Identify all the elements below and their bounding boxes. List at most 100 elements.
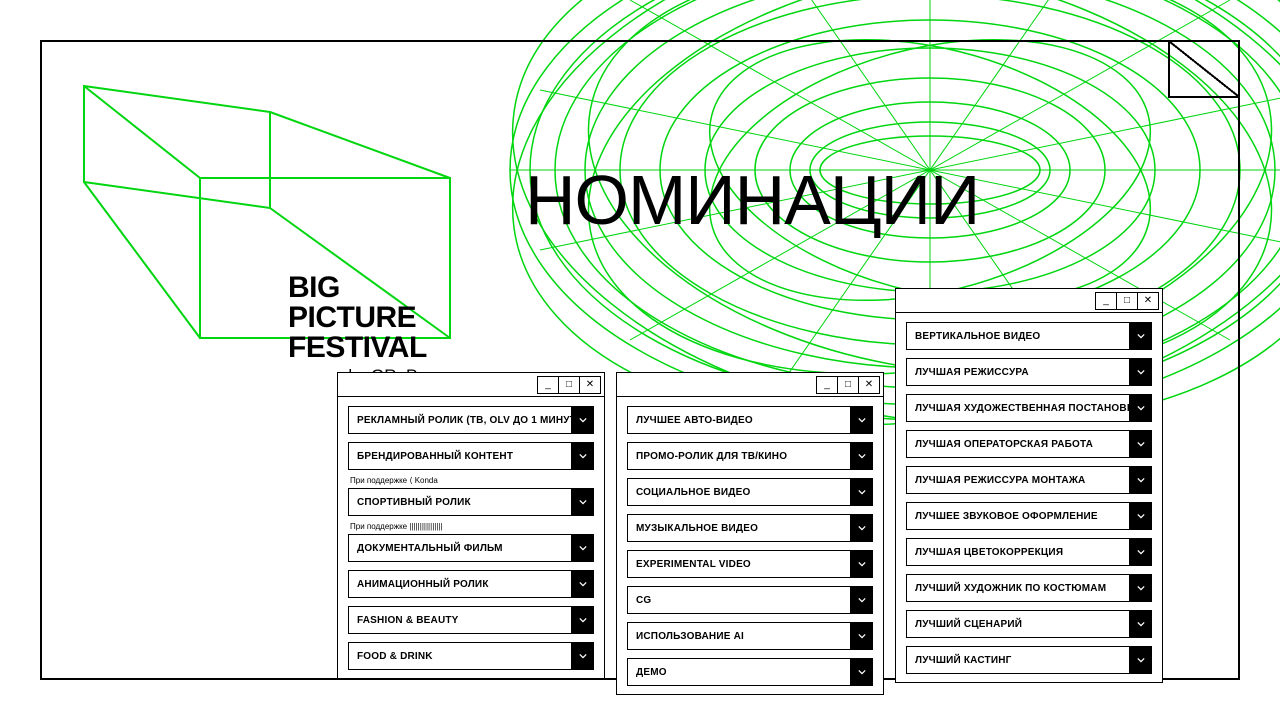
nomination-row[interactable]: ИСПОЛЬЗОВАНИЕ AI — [627, 622, 873, 650]
nomination-row[interactable]: ЛУЧШАЯ ЦВЕТОКОРРЕКЦИЯ — [906, 538, 1152, 566]
chevron-down-icon[interactable] — [1130, 430, 1152, 458]
nomination-label: ЛУЧШИЙ СЦЕНАРИЙ — [906, 610, 1130, 638]
nomination-label: РЕКЛАМНЫЙ РОЛИК (ТВ, OLV ДО 1 МИНУТЫ) — [348, 406, 572, 434]
support-note: При поддержке ⟨ Konda — [348, 476, 594, 485]
logo-line1: BIG — [288, 273, 427, 303]
nomination-row[interactable]: СПОРТИВНЫЙ РОЛИК — [348, 488, 594, 516]
panel-1-titlebar: _ □ ✕ — [338, 373, 604, 397]
panel-2-titlebar: _ □ ✕ — [617, 373, 883, 397]
nomination-row[interactable]: ПРОМО-РОЛИК ДЛЯ ТВ/КИНО — [627, 442, 873, 470]
nomination-label: ИСПОЛЬЗОВАНИЕ AI — [627, 622, 851, 650]
close-button[interactable]: ✕ — [858, 376, 880, 394]
nomination-label: БРЕНДИРОВАННЫЙ КОНТЕНТ — [348, 442, 572, 470]
chevron-down-icon[interactable] — [572, 534, 594, 562]
nomination-label: FOOD & DRINK — [348, 642, 572, 670]
panel-1-body: РЕКЛАМНЫЙ РОЛИК (ТВ, OLV ДО 1 МИНУТЫ) БР… — [338, 397, 604, 670]
chevron-down-icon[interactable] — [572, 606, 594, 634]
chevron-down-icon[interactable] — [1130, 538, 1152, 566]
chevron-down-icon[interactable] — [851, 586, 873, 614]
nomination-label: ЛУЧШИЙ КАСТИНГ — [906, 646, 1130, 674]
chevron-down-icon[interactable] — [851, 622, 873, 650]
chevron-down-icon[interactable] — [572, 570, 594, 598]
panel-column-1: _ □ ✕ РЕКЛАМНЫЙ РОЛИК (ТВ, OLV ДО 1 МИНУ… — [337, 372, 605, 679]
close-button[interactable]: ✕ — [579, 376, 601, 394]
nomination-row[interactable]: ЛУЧШЕЕ ЗВУКОВОЕ ОФОРМЛЕНИЕ — [906, 502, 1152, 530]
chevron-down-icon[interactable] — [851, 442, 873, 470]
chevron-down-icon[interactable] — [851, 514, 873, 542]
minimize-button[interactable]: _ — [1095, 292, 1117, 310]
chevron-down-icon[interactable] — [851, 478, 873, 506]
maximize-button[interactable]: □ — [1116, 292, 1138, 310]
chevron-down-icon[interactable] — [572, 642, 594, 670]
page-title: НОМИНАЦИИ — [525, 160, 979, 240]
nomination-row[interactable]: СОЦИАЛЬНОЕ ВИДЕО — [627, 478, 873, 506]
nomination-row[interactable]: ЛУЧШАЯ ХУДОЖЕСТВЕННАЯ ПОСТАНОВКА — [906, 394, 1152, 422]
corner-decoration — [1168, 42, 1238, 98]
nomination-row[interactable]: РЕКЛАМНЫЙ РОЛИК (ТВ, OLV ДО 1 МИНУТЫ) — [348, 406, 594, 434]
maximize-button[interactable]: □ — [558, 376, 580, 394]
nomination-row[interactable]: ЛУЧШАЯ ОПЕРАТОРСКАЯ РАБОТА — [906, 430, 1152, 458]
chevron-down-icon[interactable] — [1130, 574, 1152, 602]
nomination-row[interactable]: ЛУЧШАЯ РЕЖИССУРА — [906, 358, 1152, 386]
nomination-label: FASHION & BEAUTY — [348, 606, 572, 634]
nomination-row[interactable]: МУЗЫКАЛЬНОЕ ВИДЕО — [627, 514, 873, 542]
nomination-row[interactable]: ВЕРТИКАЛЬНОЕ ВИДЕО — [906, 322, 1152, 350]
chevron-down-icon[interactable] — [851, 658, 873, 686]
chevron-down-icon[interactable] — [1130, 358, 1152, 386]
nomination-label: CG — [627, 586, 851, 614]
chevron-down-icon[interactable] — [1130, 466, 1152, 494]
minimize-button[interactable]: _ — [537, 376, 559, 394]
close-button[interactable]: ✕ — [1137, 292, 1159, 310]
nomination-label: ЛУЧШАЯ РЕЖИССУРА МОНТАЖА — [906, 466, 1130, 494]
panel-column-3: _ □ ✕ ВЕРТИКАЛЬНОЕ ВИДЕО ЛУЧШАЯ РЕЖИССУР… — [895, 288, 1163, 683]
nomination-label: ЛУЧШАЯ ОПЕРАТОРСКАЯ РАБОТА — [906, 430, 1130, 458]
nomination-row[interactable]: EXPERIMENTAL VIDEO — [627, 550, 873, 578]
nomination-label: МУЗЫКАЛЬНОЕ ВИДЕО — [627, 514, 851, 542]
logo-text: BIG PICTURE FESTIVAL by GRaPe — [288, 273, 427, 384]
logo-block: BIG PICTURE FESTIVAL by GRaPe — [70, 78, 470, 358]
chevron-down-icon[interactable] — [1130, 610, 1152, 638]
nomination-row[interactable]: ЛУЧШИЙ СЦЕНАРИЙ — [906, 610, 1152, 638]
nomination-label: ВЕРТИКАЛЬНОЕ ВИДЕО — [906, 322, 1130, 350]
nomination-row[interactable]: АНИМАЦИОННЫЙ РОЛИК — [348, 570, 594, 598]
nomination-row[interactable]: БРЕНДИРОВАННЫЙ КОНТЕНТ — [348, 442, 594, 470]
nomination-row[interactable]: ЛУЧШИЙ КАСТИНГ — [906, 646, 1152, 674]
chevron-down-icon[interactable] — [1130, 322, 1152, 350]
chevron-down-icon[interactable] — [1130, 394, 1152, 422]
chevron-down-icon[interactable] — [572, 488, 594, 516]
minimize-button[interactable]: _ — [816, 376, 838, 394]
nomination-label: ЛУЧШЕЕ ЗВУКОВОЕ ОФОРМЛЕНИЕ — [906, 502, 1130, 530]
chevron-down-icon[interactable] — [851, 550, 873, 578]
nomination-row[interactable]: ЛУЧШАЯ РЕЖИССУРА МОНТАЖА — [906, 466, 1152, 494]
maximize-button[interactable]: □ — [837, 376, 859, 394]
nomination-row[interactable]: CG — [627, 586, 873, 614]
nomination-label: ЛУЧШИЙ ХУДОЖНИК ПО КОСТЮМАМ — [906, 574, 1130, 602]
nomination-row[interactable]: ДОКУМЕНТАЛЬНЫЙ ФИЛЬМ — [348, 534, 594, 562]
logo-line2: PICTURE — [288, 303, 427, 333]
nomination-row[interactable]: ДЕМО — [627, 658, 873, 686]
chevron-down-icon[interactable] — [1130, 646, 1152, 674]
nomination-label: ДОКУМЕНТАЛЬНЫЙ ФИЛЬМ — [348, 534, 572, 562]
nomination-row[interactable]: ЛУЧШИЙ ХУДОЖНИК ПО КОСТЮМАМ — [906, 574, 1152, 602]
chevron-down-icon[interactable] — [1130, 502, 1152, 530]
nomination-row[interactable]: FASHION & BEAUTY — [348, 606, 594, 634]
nomination-row[interactable]: FOOD & DRINK — [348, 642, 594, 670]
nomination-label: ЛУЧШАЯ РЕЖИССУРА — [906, 358, 1130, 386]
nomination-label: EXPERIMENTAL VIDEO — [627, 550, 851, 578]
nomination-label: ЛУЧШАЯ ХУДОЖЕСТВЕННАЯ ПОСТАНОВКА — [906, 394, 1130, 422]
nomination-label: ЛУЧШАЯ ЦВЕТОКОРРЕКЦИЯ — [906, 538, 1130, 566]
nomination-label: СОЦИАЛЬНОЕ ВИДЕО — [627, 478, 851, 506]
support-note: При поддержке |||||||||||||||| — [348, 522, 594, 531]
chevron-down-icon[interactable] — [572, 442, 594, 470]
nomination-label: ДЕМО — [627, 658, 851, 686]
nomination-label: ЛУЧШЕЕ АВТО-ВИДЕО — [627, 406, 851, 434]
logo-line3: FESTIVAL — [288, 333, 427, 363]
panel-column-2: _ □ ✕ ЛУЧШЕЕ АВТО-ВИДЕО ПРОМО-РОЛИК ДЛЯ … — [616, 372, 884, 695]
nomination-row[interactable]: ЛУЧШЕЕ АВТО-ВИДЕО — [627, 406, 873, 434]
nomination-label: СПОРТИВНЫЙ РОЛИК — [348, 488, 572, 516]
chevron-down-icon[interactable] — [851, 406, 873, 434]
nomination-label: ПРОМО-РОЛИК ДЛЯ ТВ/КИНО — [627, 442, 851, 470]
panel-3-titlebar: _ □ ✕ — [896, 289, 1162, 313]
panel-2-body: ЛУЧШЕЕ АВТО-ВИДЕО ПРОМО-РОЛИК ДЛЯ ТВ/КИН… — [617, 397, 883, 686]
chevron-down-icon[interactable] — [572, 406, 594, 434]
